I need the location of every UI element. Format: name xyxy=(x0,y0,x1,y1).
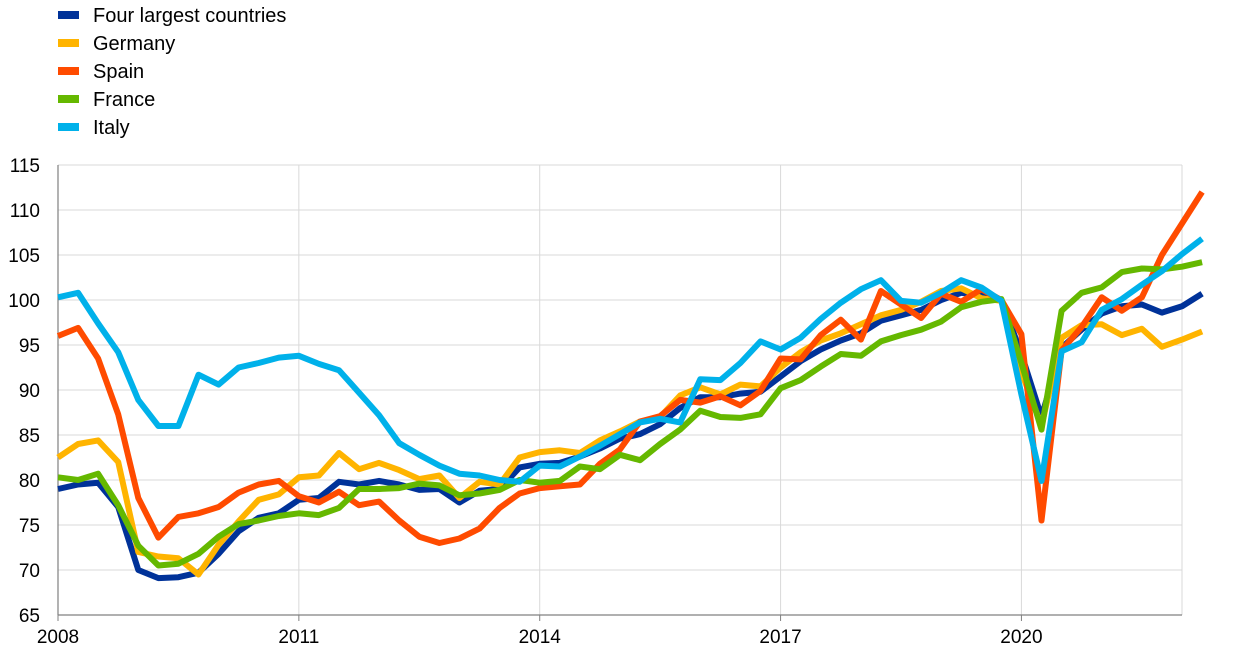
y-tick-label: 70 xyxy=(19,561,40,582)
y-tick-label: 115 xyxy=(10,156,40,177)
y-tick-label: 90 xyxy=(19,381,40,402)
axes xyxy=(57,165,1182,621)
y-tick-label: 80 xyxy=(19,471,40,492)
legend: Four largest countries Germany Spain France… xyxy=(58,5,286,139)
x-tick-label: 2017 xyxy=(759,627,801,648)
x-tick-label: 2008 xyxy=(37,627,79,648)
legend-swatch xyxy=(58,95,79,103)
y-axis-tick-labels: 65 70 75 80 85 90 95 100 105 110 115 xyxy=(8,156,40,627)
legend-label: France xyxy=(93,89,155,111)
x-axis-tick-labels: 2008 2011 2014 2017 2020 xyxy=(37,627,1043,648)
legend-swatch xyxy=(58,11,79,19)
series-lines xyxy=(56,190,1205,582)
legend-swatch xyxy=(58,39,79,47)
legend-label: Four largest countries xyxy=(93,5,286,27)
legend-label: Italy xyxy=(93,117,130,139)
y-tick-label: 65 xyxy=(19,606,40,627)
series-line-italy xyxy=(57,236,1204,485)
x-tick-label: 2014 xyxy=(519,627,562,648)
y-tick-label: 85 xyxy=(19,426,40,447)
legend-label: Germany xyxy=(93,33,175,55)
series-line-france xyxy=(57,259,1203,569)
y-tick-label: 110 xyxy=(10,201,40,222)
y-tick-label: 95 xyxy=(19,336,40,357)
legend-label: Spain xyxy=(93,61,144,83)
y-tick-label: 100 xyxy=(8,291,40,312)
legend-swatch xyxy=(58,67,79,75)
y-tick-label: 105 xyxy=(8,246,40,267)
y-tick-label: 75 xyxy=(19,516,40,537)
legend-swatch xyxy=(58,123,79,131)
series-line-spain xyxy=(56,190,1205,546)
x-tick-label: 2020 xyxy=(1000,627,1042,648)
x-tick-label: 2011 xyxy=(278,627,319,648)
